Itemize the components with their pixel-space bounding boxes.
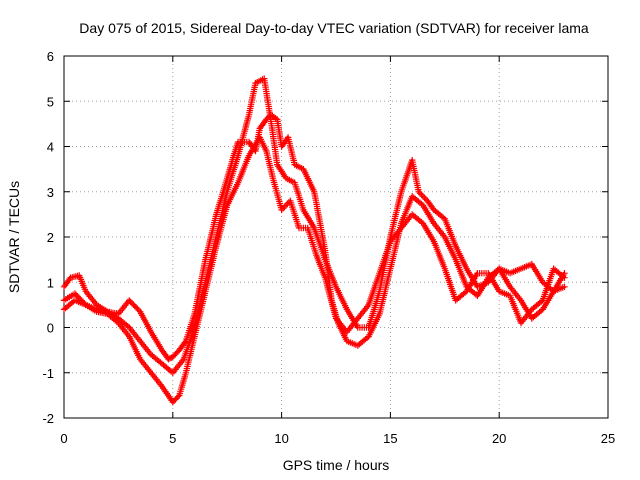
series-3 — [60, 134, 568, 406]
y-tick-label: -1 — [42, 366, 54, 381]
y-tick-label: 3 — [47, 185, 54, 200]
y-tick-label: 5 — [47, 94, 54, 109]
y-tick-label: 1 — [47, 275, 54, 290]
series-2-markers — [60, 75, 568, 376]
y-tick-label: 6 — [47, 49, 54, 64]
grid-lines — [64, 56, 608, 418]
y-axis-title: SDTVAR / TECUs — [6, 181, 22, 293]
x-tick-label: 15 — [383, 431, 397, 446]
data-points — [60, 75, 568, 406]
y-tick-label: -2 — [42, 411, 54, 426]
y-tick-label: 4 — [47, 140, 54, 155]
x-tick-label: 5 — [169, 431, 176, 446]
y-tick-label: 2 — [47, 230, 54, 245]
series-2 — [60, 75, 568, 376]
x-tick-label: 25 — [601, 431, 615, 446]
chart-title: Day 075 of 2015, Sidereal Day-to-day VTE… — [79, 20, 589, 36]
x-tick-label: 10 — [274, 431, 288, 446]
x-axis-title: GPS time / hours — [283, 457, 390, 473]
axis-ticks: 0 5 10 15 20 25 -2 -1 0 1 2 3 4 5 6 — [42, 49, 615, 446]
series-3-markers — [60, 134, 568, 406]
y-tick-label: 0 — [47, 321, 54, 336]
x-tick-label: 0 — [60, 431, 67, 446]
x-tick-label: 20 — [492, 431, 506, 446]
